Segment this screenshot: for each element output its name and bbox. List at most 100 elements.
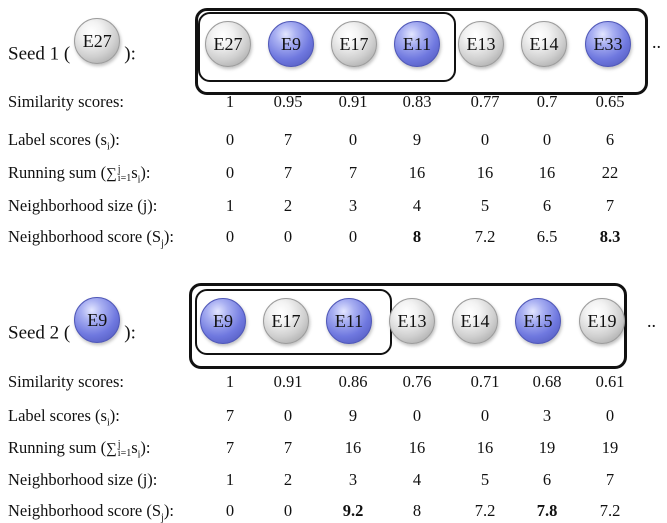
seed-label-suffix: ): (124, 322, 136, 344)
node-e15-icon: E15 (515, 298, 561, 344)
table-cell: 7 (283, 130, 293, 149)
seed-node-wrap: E27 (74, 18, 121, 76)
table-cell: 7 (225, 438, 235, 457)
table-cell: 6 (542, 470, 552, 489)
table-cell: 7.8 (536, 501, 558, 520)
table-cell: 0 (225, 130, 235, 149)
sum-lower: i=1 (117, 173, 132, 185)
sum-var: s (131, 438, 138, 457)
table-cell: 5 (480, 196, 490, 215)
table-cell: 8 (412, 227, 422, 246)
sum-upper: j (117, 439, 121, 451)
table-cell: 2 (283, 196, 293, 215)
table-cell: 0 (225, 163, 235, 182)
table-cell: 22 (601, 163, 619, 182)
node-e13-icon: E13 (389, 298, 435, 344)
row-label-running-sum: Running sum (∑j i=1si): (8, 438, 151, 460)
table-cell: 7.2 (474, 501, 496, 520)
row-label-text: Running sum ( (8, 163, 107, 182)
table-cell: 0 (225, 501, 235, 520)
seed-1-label: Seed 1 (E27): (8, 18, 136, 78)
row-label-neighborhood-score: Neighborhood score (Sj): (8, 501, 174, 523)
table-cell: 3 (542, 406, 552, 425)
node-e19-icon: E19 (579, 298, 625, 344)
row-label-similarity: Similarity scores: (8, 372, 124, 391)
table-cell: 19 (601, 438, 619, 457)
table-cell: 0 (542, 130, 552, 149)
node-e9-icon: E9 (200, 298, 246, 344)
table-cell: 16 (408, 163, 426, 182)
node-e27-icon: E27 (205, 21, 251, 67)
table-cell: 1 (225, 470, 235, 489)
table-cell: 3 (348, 196, 358, 215)
table-cell: 0.76 (402, 372, 432, 391)
row-label-text: Running sum ( (8, 438, 107, 457)
table-cell: 19 (538, 438, 556, 457)
table-cell: 0.68 (532, 372, 562, 391)
table-cell: 0 (225, 227, 235, 246)
table-cell: 0 (480, 406, 490, 425)
table-cell: 7 (605, 196, 615, 215)
table-cell: 0 (283, 406, 293, 425)
row-label-neighborhood-size: Neighborhood size (j): (8, 196, 158, 215)
sum-limits: j i=1 (117, 439, 131, 459)
label-sub: j (161, 512, 164, 523)
seed-node-wrap: E9 (74, 297, 121, 355)
table-cell: 16 (538, 163, 556, 182)
table-cell: 1 (225, 92, 235, 111)
table-cell: 0.91 (273, 372, 303, 391)
table-cell: 7.2 (599, 501, 621, 520)
row-label-running-sum: Running sum (∑j i=1si): (8, 163, 151, 185)
table-cell: 16 (476, 163, 494, 182)
node-e11-icon: E11 (326, 298, 372, 344)
table-cell: 0 (605, 406, 615, 425)
row-label-end: ): (109, 406, 120, 425)
node-e13-icon: E13 (458, 21, 504, 67)
sum-symbol: ∑ (106, 166, 117, 182)
table-cell: 0 (283, 227, 293, 246)
table-cell: 0.95 (273, 92, 303, 111)
row-label-end: ): (140, 163, 151, 182)
seed-2-label: Seed 2 (E9): (8, 297, 136, 357)
label-sub: j (161, 238, 164, 250)
table-cell: 4 (412, 196, 422, 215)
table-cell: 0.61 (595, 372, 625, 391)
table-cell: 0.86 (338, 372, 368, 391)
row-label-end: ): (163, 501, 174, 520)
table-cell: 0.77 (470, 92, 500, 111)
more-nodes-ellipsis: .. (652, 32, 661, 52)
more-nodes-ellipsis: .. (647, 311, 656, 331)
row-label-similarity: Similarity scores: (8, 92, 124, 111)
sum-limits: j i=1 (117, 165, 132, 185)
node-e11-icon: E11 (394, 21, 440, 67)
row-label-neighborhood-size: Neighborhood size (j): (8, 470, 158, 489)
label-sub: i (106, 417, 110, 429)
table-cell: 7 (283, 438, 293, 457)
table-cell: 0.7 (536, 92, 558, 111)
row-label-end: ): (109, 130, 120, 149)
neighborhood-frame-best (198, 12, 456, 82)
row-label-text: Label scores (s (8, 406, 107, 425)
table-cell: 16 (408, 438, 426, 457)
sum-symbol: ∑ (106, 441, 117, 457)
table-cell: 9 (348, 406, 358, 425)
node-e14-icon: E14 (452, 298, 498, 344)
neighborhood-frame-outer (195, 8, 648, 95)
seed-label-prefix: Seed 2 ( (8, 322, 71, 344)
table-cell: 2 (283, 470, 293, 489)
table-cell: 16 (476, 438, 494, 457)
row-label-text: Neighborhood score (S (8, 227, 162, 246)
table-cell: 6 (542, 196, 552, 215)
seed-node-icon: E27 (74, 18, 121, 64)
row-label-end: ): (140, 438, 151, 457)
seed-label-prefix: Seed 1 ( (8, 43, 71, 65)
row-label-label-scores: Label scores (si): (8, 130, 120, 152)
table-cell: 7.2 (474, 227, 496, 246)
node-e17-icon: E17 (331, 21, 377, 67)
table-cell: 1 (225, 196, 235, 215)
table-cell: 3 (348, 470, 358, 489)
table-cell: 0 (348, 130, 358, 149)
row-label-end: ): (163, 227, 174, 246)
table-cell: 1 (225, 372, 235, 391)
row-label-label-scores: Label scores (si): (8, 406, 120, 429)
